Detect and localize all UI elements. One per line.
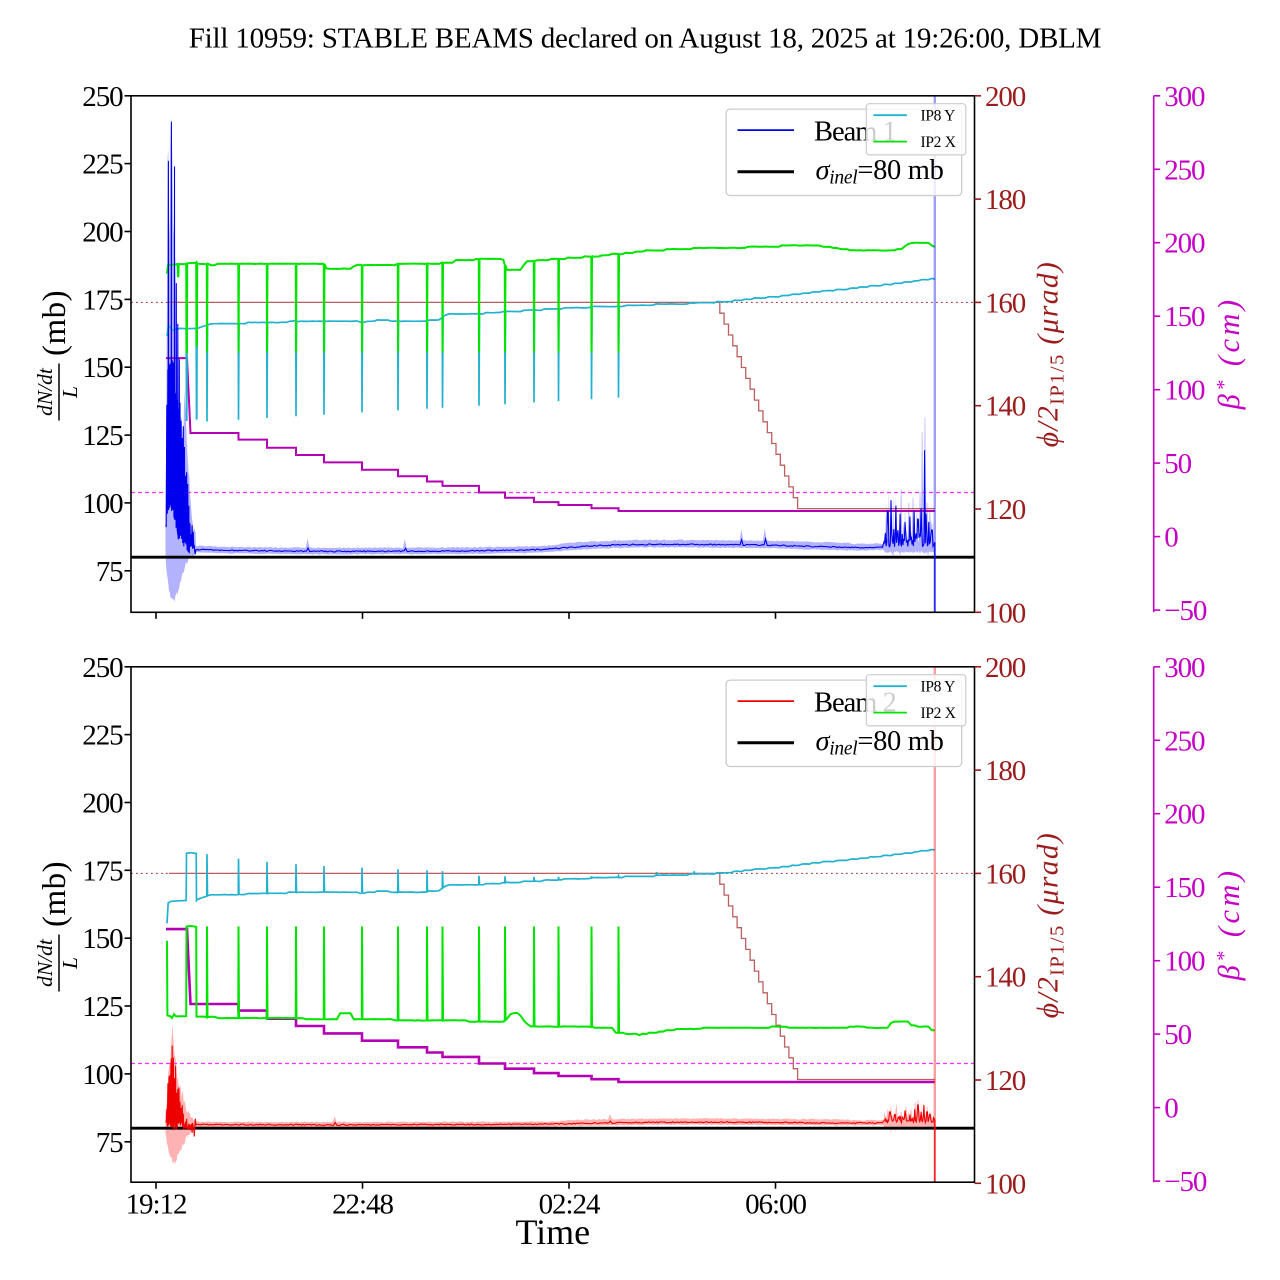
svg-text:0: 0 xyxy=(1164,522,1178,554)
svg-text:Time: Time xyxy=(515,1212,590,1252)
svg-text:Fill 10959: STABLE BEAMS decla: Fill 10959: STABLE BEAMS declared on Aug… xyxy=(189,23,1101,55)
svg-text:ϕ/2IP1/5 (μrad): ϕ/2IP1/5 (μrad) xyxy=(1033,261,1069,447)
svg-text:−50: −50 xyxy=(1164,595,1207,627)
svg-text:300: 300 xyxy=(1164,81,1205,113)
svg-text:175: 175 xyxy=(82,284,123,316)
svg-text:(mb): (mb) xyxy=(37,861,73,927)
svg-text:−50: −50 xyxy=(1164,1166,1207,1198)
svg-text:160: 160 xyxy=(985,287,1026,319)
svg-text:200: 200 xyxy=(1164,228,1205,260)
svg-text:200: 200 xyxy=(985,81,1026,113)
svg-text:dN/dt: dN/dt xyxy=(33,938,57,987)
svg-text:250: 250 xyxy=(82,81,123,113)
svg-text:β* (cm): β* (cm) xyxy=(1212,868,1246,982)
svg-text:250: 250 xyxy=(1164,725,1205,757)
svg-text:β* (cm): β* (cm) xyxy=(1212,297,1246,411)
svg-text:dN/dt: dN/dt xyxy=(33,367,57,416)
svg-text:100: 100 xyxy=(82,488,123,520)
svg-text:100: 100 xyxy=(1164,946,1205,978)
svg-text:σinel=80 mb: σinel=80 mb xyxy=(816,726,944,760)
svg-text:IP8 Y: IP8 Y xyxy=(921,679,956,696)
svg-text:250: 250 xyxy=(1164,154,1205,186)
svg-text:120: 120 xyxy=(985,1065,1026,1097)
svg-text:150: 150 xyxy=(82,352,123,384)
svg-text:125: 125 xyxy=(82,420,123,452)
svg-text:L: L xyxy=(58,386,82,399)
svg-text:75: 75 xyxy=(96,556,123,588)
svg-text:100: 100 xyxy=(985,1168,1026,1200)
svg-text:225: 225 xyxy=(82,149,123,181)
svg-text:140: 140 xyxy=(985,391,1026,423)
svg-text:06:00: 06:00 xyxy=(745,1189,806,1221)
svg-text:02:24: 02:24 xyxy=(539,1189,601,1221)
svg-text:120: 120 xyxy=(985,494,1026,526)
svg-text:100: 100 xyxy=(1164,375,1205,407)
svg-text:σinel=80 mb: σinel=80 mb xyxy=(816,155,944,189)
svg-text:19:12: 19:12 xyxy=(126,1189,187,1221)
svg-text:200: 200 xyxy=(1164,799,1205,831)
svg-text:200: 200 xyxy=(82,217,123,249)
svg-text:0: 0 xyxy=(1164,1093,1178,1125)
svg-text:200: 200 xyxy=(985,652,1026,684)
svg-text:200: 200 xyxy=(82,788,123,820)
svg-text:IP2 X: IP2 X xyxy=(921,134,956,151)
svg-text:(mb): (mb) xyxy=(37,290,73,356)
svg-text:140: 140 xyxy=(985,962,1026,994)
svg-text:50: 50 xyxy=(1164,1019,1191,1051)
svg-text:ϕ/2IP1/5 (μrad): ϕ/2IP1/5 (μrad) xyxy=(1033,832,1069,1018)
svg-text:75: 75 xyxy=(96,1127,123,1159)
svg-text:100: 100 xyxy=(82,1059,123,1091)
svg-text:IP2 X: IP2 X xyxy=(921,705,956,722)
svg-text:225: 225 xyxy=(82,720,123,752)
svg-text:300: 300 xyxy=(1164,652,1205,684)
svg-text:150: 150 xyxy=(82,923,123,955)
svg-text:IP8 Y: IP8 Y xyxy=(921,108,956,125)
svg-text:22:48: 22:48 xyxy=(332,1189,393,1221)
svg-text:180: 180 xyxy=(985,755,1026,787)
svg-text:250: 250 xyxy=(82,652,123,684)
svg-text:150: 150 xyxy=(1164,872,1205,904)
svg-text:160: 160 xyxy=(985,858,1026,890)
svg-text:100: 100 xyxy=(985,597,1026,629)
svg-text:125: 125 xyxy=(82,991,123,1023)
svg-text:150: 150 xyxy=(1164,301,1205,333)
svg-text:L: L xyxy=(58,957,82,970)
svg-text:180: 180 xyxy=(985,184,1026,216)
svg-text:50: 50 xyxy=(1164,448,1191,480)
svg-text:175: 175 xyxy=(82,855,123,887)
